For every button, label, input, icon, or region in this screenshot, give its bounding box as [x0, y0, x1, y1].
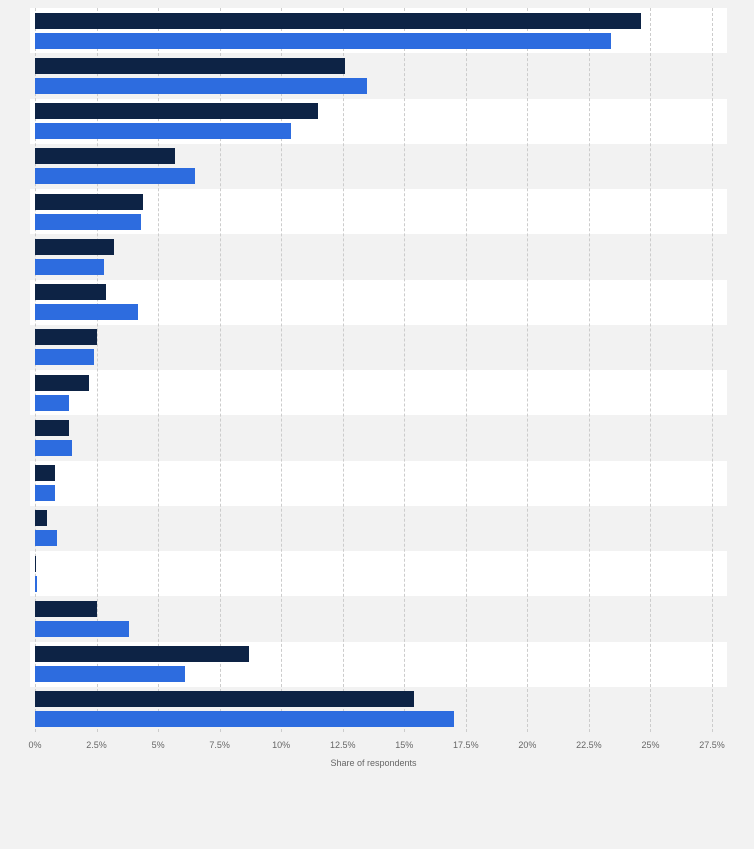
bar-dark-navy	[35, 374, 90, 391]
gridline	[219, 8, 221, 732]
x-tick-label: 20%	[518, 740, 537, 750]
gridline	[588, 8, 590, 732]
x-tick-label: 27.5%	[699, 740, 725, 750]
gridline	[281, 8, 283, 732]
row-stripe	[30, 505, 727, 551]
bar-bright-blue	[35, 711, 454, 728]
gridline	[404, 8, 406, 732]
bar-dark-navy	[35, 510, 48, 527]
bar-dark-navy	[35, 555, 37, 572]
bar-bright-blue	[35, 168, 196, 185]
x-tick-label: 7.5%	[209, 740, 230, 750]
bar-dark-navy	[35, 148, 176, 165]
x-tick-label: 2.5%	[86, 740, 107, 750]
x-tick-label: 5%	[151, 740, 165, 750]
x-tick-label: 0%	[28, 740, 42, 750]
x-tick-label: 12.5%	[329, 740, 356, 750]
bar-dark-navy	[35, 465, 55, 482]
bar-bright-blue	[35, 439, 72, 456]
row-stripe	[30, 234, 727, 280]
x-tick-label: 25%	[641, 740, 660, 750]
bar-bright-blue	[35, 394, 70, 411]
gridline	[712, 8, 713, 732]
gridline	[650, 8, 652, 732]
bar-bright-blue	[35, 213, 141, 230]
row-stripe	[30, 279, 727, 325]
bar-bright-blue	[35, 530, 58, 547]
bar-dark-navy	[35, 103, 319, 120]
bar-dark-navy	[35, 12, 641, 29]
x-axis-label: Share of respondents	[330, 758, 417, 768]
bar-bright-blue	[35, 123, 292, 140]
gridline	[465, 8, 467, 732]
bar-dark-navy	[35, 646, 250, 663]
row-stripe	[30, 189, 727, 235]
x-tick-label: 10%	[272, 740, 291, 750]
gridline	[342, 8, 344, 732]
bar-dark-navy	[35, 284, 107, 301]
bar-bright-blue	[35, 575, 38, 592]
bar-bright-blue	[35, 32, 612, 49]
x-tick-label: 17.5%	[453, 740, 479, 750]
gridline	[96, 8, 98, 732]
bar-bright-blue	[35, 258, 104, 275]
bar-bright-blue	[35, 620, 129, 637]
row-stripe	[30, 551, 727, 597]
x-tick-label: 15%	[395, 740, 414, 750]
bar-bright-blue	[35, 304, 139, 321]
x-tick-label: 22.5%	[576, 740, 602, 750]
row-stripe	[30, 460, 727, 506]
bar-dark-navy	[35, 329, 97, 346]
row-stripe	[30, 370, 727, 416]
gridline	[35, 8, 36, 732]
bar-bright-blue	[35, 485, 55, 502]
bar-dark-navy	[35, 600, 97, 617]
gridline	[527, 8, 529, 732]
gridline	[158, 8, 160, 732]
row-stripe	[30, 415, 727, 461]
bar-dark-navy	[35, 193, 144, 210]
bar-dark-navy	[35, 691, 415, 708]
row-stripe	[30, 596, 727, 642]
bar-dark-navy	[35, 419, 70, 436]
row-stripe	[30, 324, 727, 370]
bar-dark-navy	[35, 57, 346, 74]
bar-dark-navy	[35, 238, 114, 255]
bar-bright-blue	[35, 666, 186, 683]
bar-bright-blue	[35, 349, 95, 366]
bar-bright-blue	[35, 77, 368, 94]
